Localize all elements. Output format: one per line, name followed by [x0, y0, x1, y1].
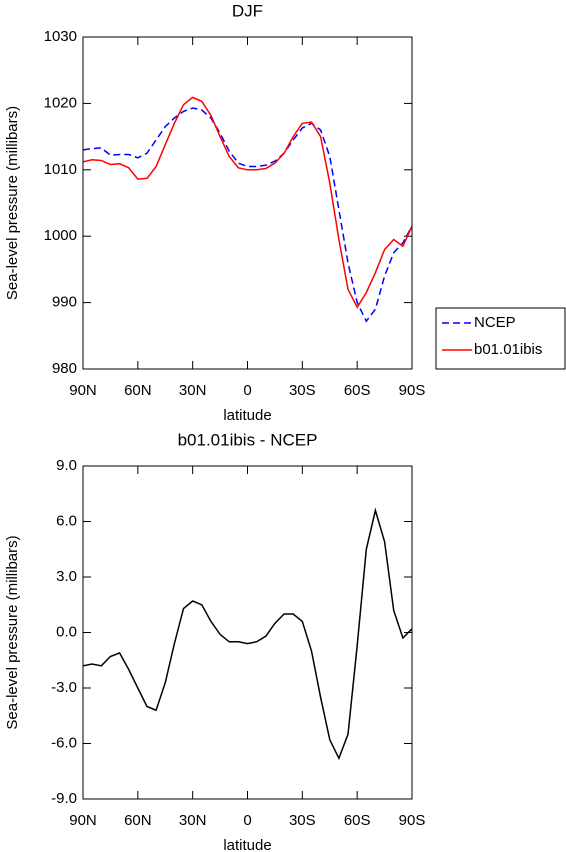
y-tick-label: 1010	[44, 161, 77, 178]
y-tick-label: 9.0	[56, 457, 77, 474]
y-tick-label: 1030	[44, 28, 77, 45]
y-axis-label: Sea-level pressure (millibars)	[4, 106, 21, 300]
data-line	[82, 96, 413, 309]
y-tick-label: 1020	[44, 94, 77, 111]
chart-title: b01.01ibis - NCEP	[178, 430, 318, 449]
x-tick-label: 0	[243, 382, 251, 399]
x-tick-label: 90N	[69, 812, 97, 829]
y-tick-label: 6.0	[56, 512, 77, 529]
y-tick-label: -6.0	[51, 734, 77, 751]
x-axis-label: latitude	[223, 407, 271, 424]
legend-label: b01.01ibis	[474, 341, 542, 358]
plot-frame	[82, 36, 413, 370]
x-axis-label: latitude	[223, 837, 271, 852]
x-tick-label: 60S	[344, 812, 371, 829]
y-tick-label: 1000	[44, 227, 77, 244]
y-tick-label: 0.0	[56, 623, 77, 640]
legend-box	[435, 307, 566, 370]
y-tick-label: -9.0	[51, 790, 77, 807]
legend-label: NCEP	[474, 314, 516, 331]
data-line	[82, 107, 413, 323]
x-tick-label: 90S	[399, 382, 426, 399]
chart-title: DJF	[232, 1, 263, 20]
x-tick-label: 90S	[399, 812, 426, 829]
y-tick-label: 990	[52, 294, 77, 311]
x-tick-label: 60N	[124, 812, 152, 829]
x-tick-label: 60N	[124, 382, 152, 399]
x-tick-label: 30N	[179, 382, 207, 399]
y-tick-label: -3.0	[51, 679, 77, 696]
y-tick-label: 980	[52, 360, 77, 377]
x-tick-label: 30N	[179, 812, 207, 829]
x-tick-label: 30S	[289, 382, 316, 399]
data-line	[82, 507, 413, 761]
y-axis-label: Sea-level pressure (millibars)	[4, 535, 21, 729]
x-tick-label: 30S	[289, 812, 316, 829]
x-tick-label: 60S	[344, 382, 371, 399]
x-tick-label: 0	[243, 812, 251, 829]
x-tick-label: 90N	[69, 382, 97, 399]
y-tick-label: 3.0	[56, 568, 77, 585]
plot-frame	[82, 465, 413, 800]
